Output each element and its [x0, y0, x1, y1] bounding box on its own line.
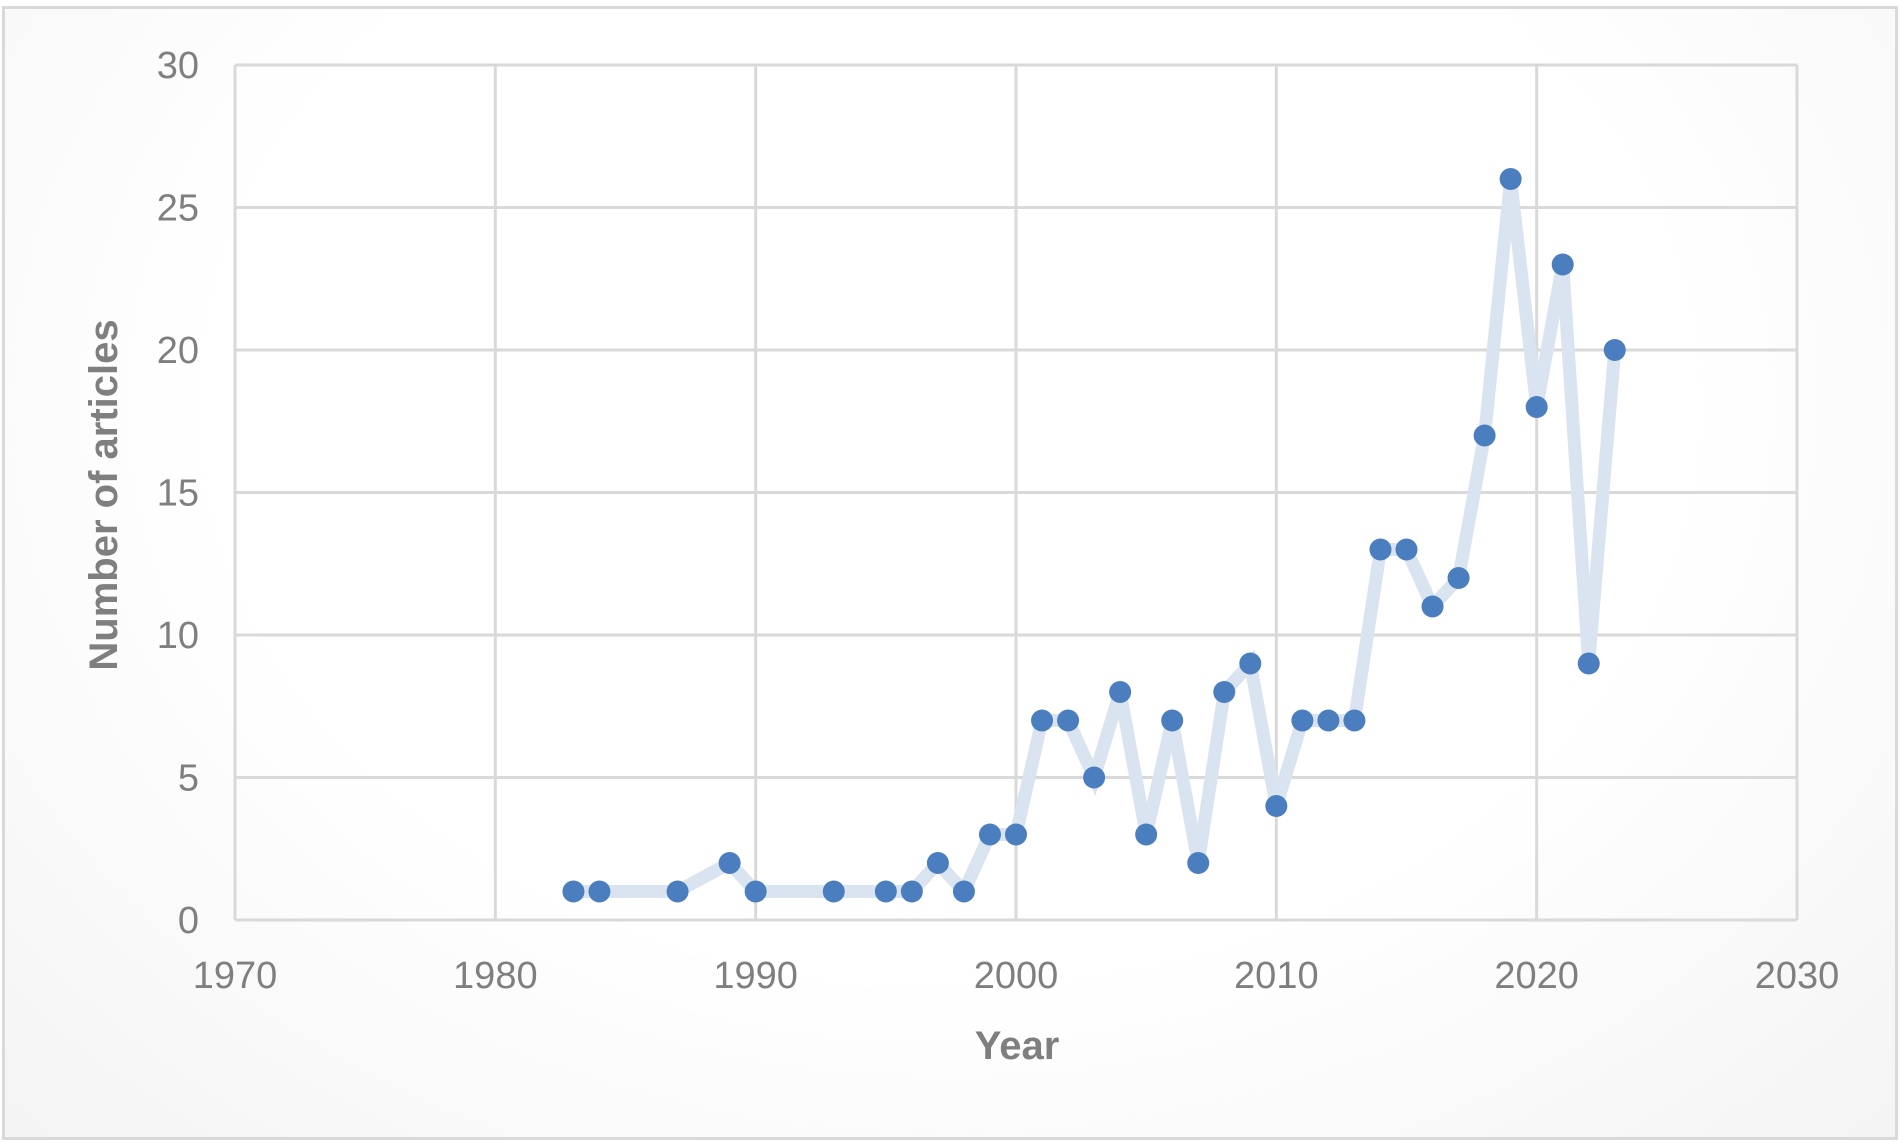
data-point [1447, 567, 1470, 589]
y-axis-title: Number of articles [82, 319, 126, 670]
data-point [1239, 652, 1262, 675]
data-point [822, 880, 845, 903]
data-point [1031, 709, 1054, 732]
y-tick-label: 5 [178, 758, 199, 800]
data-point [1551, 253, 1574, 276]
grid-layer [233, 63, 1799, 922]
data-point [1317, 709, 1340, 732]
x-tick-label: 1980 [453, 955, 538, 997]
data-point [1369, 538, 1392, 561]
x-tick-label: 1990 [713, 955, 798, 997]
data-point [666, 880, 689, 903]
x-tick-label: 2020 [1494, 955, 1579, 997]
data-point [718, 852, 741, 874]
y-tick-label: 30 [157, 45, 199, 87]
data-point [1213, 681, 1236, 703]
x-tick-label: 2030 [1755, 955, 1840, 997]
data-point [926, 852, 949, 874]
data-point [1083, 766, 1106, 789]
x-tick-label: 1970 [193, 955, 278, 997]
data-point [1005, 823, 1027, 846]
y-tick-label: 15 [157, 473, 199, 515]
data-point [1291, 709, 1314, 732]
data-point [978, 823, 1001, 846]
y-tick-label: 25 [157, 188, 199, 230]
data-point [900, 880, 923, 903]
data-point [1525, 396, 1548, 418]
data-point [1109, 681, 1132, 703]
x-tick-label: 2010 [1234, 955, 1319, 997]
data-point [1473, 424, 1496, 447]
chart-svg: 1970 1980 1990 2000 2010 2020 2030 0 5 10 15 20 25 30… [82, 45, 1840, 1068]
data-point [1161, 709, 1184, 732]
data-point [1135, 823, 1158, 846]
data-point [1343, 709, 1366, 732]
data-point [952, 880, 975, 903]
data-point [1499, 168, 1522, 190]
data-point [1421, 595, 1444, 618]
data-point [1395, 538, 1418, 561]
y-tick-label: 10 [157, 615, 199, 657]
data-point [874, 880, 897, 903]
x-tick-label: 2000 [974, 955, 1059, 997]
data-points-layer [562, 168, 1626, 903]
x-axis-title: Year [975, 1024, 1060, 1068]
y-tick-label: 0 [178, 900, 199, 942]
data-point [744, 880, 767, 903]
tick-labels-layer: 1970 1980 1990 2000 2010 2020 2030 0 5 10 15 20 25 30 [157, 45, 1840, 997]
data-point [1265, 795, 1288, 817]
data-point [1187, 852, 1210, 874]
data-point [1603, 339, 1626, 361]
data-point [588, 880, 611, 903]
chart-frame: 1970 1980 1990 2000 2010 2020 2030 0 5 10 15 20 25 30… [2, 6, 1898, 1140]
y-tick-label: 20 [157, 330, 199, 372]
data-point [1577, 652, 1600, 675]
data-point [562, 880, 585, 903]
data-point [1057, 709, 1080, 732]
